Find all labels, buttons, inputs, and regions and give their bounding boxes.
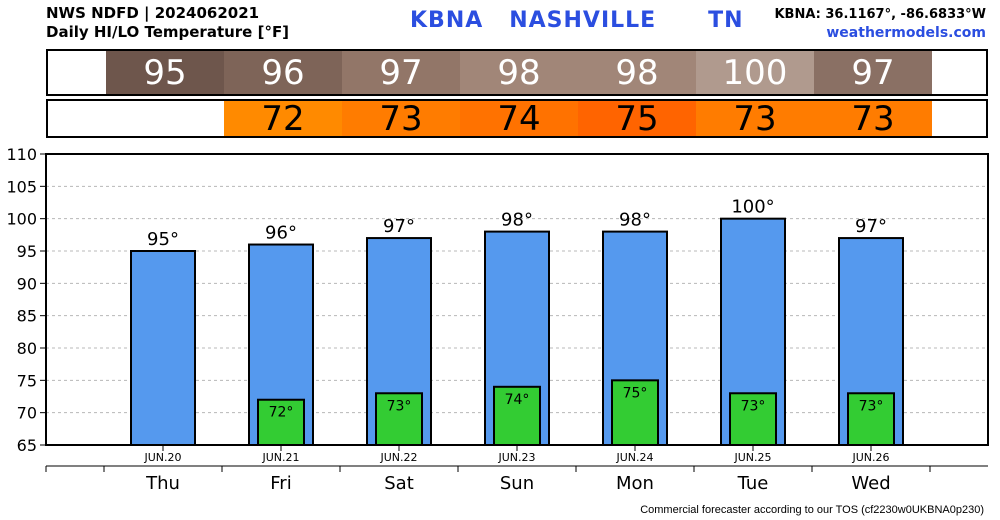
low-temp-label: 74° xyxy=(505,392,530,408)
lo-cell xyxy=(106,101,224,136)
day-label: Sat xyxy=(384,473,414,494)
high-temp-label: 98° xyxy=(619,210,651,231)
y-tick-label: 95 xyxy=(17,242,37,261)
header-right: KBNA: 36.1167°, -86.6833°W weathermodels… xyxy=(774,5,986,43)
date-label: JUN.23 xyxy=(497,451,535,464)
low-temp-label: 73° xyxy=(859,398,884,414)
high-temp-label: 100° xyxy=(731,197,774,218)
day-label: Thu xyxy=(145,473,180,494)
date-label: JUN.20 xyxy=(143,451,181,464)
hi-cell: 98 xyxy=(578,51,696,94)
date-label: JUN.25 xyxy=(733,451,771,464)
date-label: JUN.21 xyxy=(261,451,299,464)
low-temp-label: 73° xyxy=(741,398,766,414)
high-temp-bar xyxy=(130,250,196,446)
hi-cell: 97 xyxy=(342,51,460,94)
low-temp-bar xyxy=(847,392,895,446)
hi-cell: 98 xyxy=(460,51,578,94)
lo-cell: 74 xyxy=(460,99,578,139)
y-tick-label: 80 xyxy=(17,339,37,358)
hi-cell: 100 xyxy=(696,51,814,94)
station-title: KBNA NASHVILLE TN xyxy=(410,8,744,33)
low-temp-bar xyxy=(257,398,305,447)
y-tick-label: 75 xyxy=(17,371,37,390)
y-tick-label: 65 xyxy=(17,436,37,455)
low-temp-label: 75° xyxy=(623,385,648,401)
hi-cell: 95 xyxy=(106,51,224,94)
low-temp-label: 73° xyxy=(387,398,412,414)
day-label: Fri xyxy=(270,473,291,494)
station-coords: KBNA: 36.1167°, -86.6833°W xyxy=(774,7,986,22)
day-label: Wed xyxy=(851,473,890,494)
lo-cell: 75 xyxy=(578,99,696,139)
lo-cell: 73 xyxy=(696,99,814,139)
hi-cell: 97 xyxy=(814,51,932,94)
y-tick-label: 90 xyxy=(17,274,37,293)
product-line: NWS NDFD | 2024062021 xyxy=(46,4,260,22)
footer-note: Commercial forecaster according to our T… xyxy=(640,504,984,516)
hi-cell: 96 xyxy=(224,51,342,94)
low-temp-bar xyxy=(729,392,777,446)
y-tick-label: 70 xyxy=(17,404,37,423)
header-left: NWS NDFD | 2024062021 Daily HI/LO Temper… xyxy=(46,4,289,42)
high-temp-label: 96° xyxy=(265,223,297,244)
date-label: JUN.26 xyxy=(851,451,889,464)
high-temp-strip: 95 96 97 98 98 100 97 xyxy=(46,49,988,96)
chart-subtitle: Daily HI/LO Temperature [°F] xyxy=(46,23,290,41)
site-link[interactable]: weathermodels.com xyxy=(826,25,986,41)
y-tick-label: 105 xyxy=(6,177,37,196)
day-label: Tue xyxy=(737,473,769,494)
low-temp-strip: 72 73 74 75 73 73 xyxy=(46,99,988,139)
temperature-chart: 65 70 75 80 85 90 95 100 105 110 95° JUN.20 Thu 96° 72… xyxy=(6,145,989,494)
high-temp-label: 95° xyxy=(147,229,179,250)
y-tick-label: 100 xyxy=(6,210,37,229)
y-tick-label: 85 xyxy=(17,307,37,326)
date-label: JUN.22 xyxy=(379,451,417,464)
high-temp-label: 97° xyxy=(383,216,415,237)
low-temp-bar xyxy=(611,379,659,446)
day-label: Sun xyxy=(500,473,534,494)
date-label: JUN.24 xyxy=(615,451,653,464)
lo-cell: 72 xyxy=(224,99,342,139)
low-temp-label: 72° xyxy=(269,405,294,421)
day-label: Mon xyxy=(616,473,654,494)
lo-cell: 73 xyxy=(342,99,460,139)
high-temp-label: 98° xyxy=(501,210,533,231)
lo-cell: 73 xyxy=(814,99,932,139)
y-tick-label: 110 xyxy=(6,145,37,164)
low-temp-bar xyxy=(375,392,423,446)
high-temp-label: 97° xyxy=(855,216,887,237)
